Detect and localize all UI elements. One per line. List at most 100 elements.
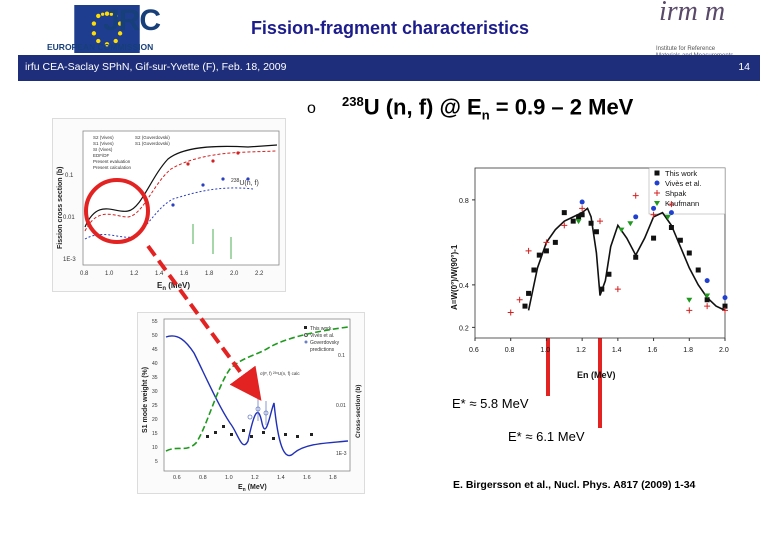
cross-section-plot: Fission cross section (b) 0.1 0.01 1E-3 …	[52, 118, 286, 292]
chart-point-vives	[579, 199, 585, 205]
chart-point-vives	[668, 210, 674, 216]
chart-xtick-label: 1.0	[540, 347, 550, 354]
cross-section-point	[236, 151, 240, 155]
s1-ytick-right-0: 0.1	[338, 353, 345, 359]
s1-data-point	[214, 431, 217, 434]
chart-point-this-work	[668, 225, 674, 230]
chart-legend-label-this-work: This work	[665, 169, 697, 178]
s1-xtick-4: 1.4	[277, 475, 285, 481]
cross-section-ytick-0: 0.1	[65, 173, 74, 179]
s1-data-point	[310, 433, 313, 436]
s1-ytick-7: 20	[152, 417, 158, 423]
chart-point-this-work	[526, 290, 532, 296]
irmm-logo: irm m	[659, 0, 726, 27]
s1-xtick-6: 1.8	[329, 475, 337, 481]
citation: E. Birgersson et al., Nucl. Phys. A817 (…	[453, 479, 696, 491]
s1-ytick-3: 40	[152, 361, 158, 367]
chart-point-this-work	[576, 214, 582, 220]
chart-ytick-label: 0.8	[459, 198, 469, 205]
s1-ytick-9: 10	[152, 445, 158, 451]
cross-section-xtick-3: 1.4	[155, 271, 164, 277]
chart-ytick-label: 0.4	[459, 283, 469, 290]
chart-ytick-label: 0.2	[459, 325, 469, 332]
chart-point-kaufmann	[575, 219, 582, 225]
chart-point-this-work	[561, 210, 567, 216]
chart-point-this-work	[543, 248, 549, 254]
cross-section-xtick-4: 1.6	[180, 271, 189, 277]
chart-point-this-work	[633, 254, 639, 260]
headline-mass: 238	[342, 94, 364, 109]
s1-open-point	[247, 414, 253, 420]
s1-legend: This work Vivès et al. Goverdovsky predi…	[304, 326, 340, 353]
page-title: Fission-fragment characteristics	[250, 18, 530, 38]
s1-ytick-4: 35	[152, 375, 158, 381]
chart-point-this-work	[686, 250, 692, 256]
chart-point-kaufmann	[627, 221, 634, 227]
chart-xtick-label: 0.8	[505, 347, 515, 354]
chart-point-kaufmann	[664, 214, 671, 220]
cross-section-point	[211, 159, 215, 163]
chart-point-this-work	[570, 218, 576, 224]
cross-section-xlabel: En (MeV)	[157, 281, 190, 292]
s1-ytick-0: 55	[152, 319, 158, 325]
chart-legend-marker-kaufmann	[654, 201, 660, 206]
chart-point-vives	[651, 205, 657, 211]
chart-xtick-label: 1.6	[648, 347, 658, 354]
s1-ytick-right-2: 1E-3	[336, 451, 347, 457]
chart-point-this-work	[579, 212, 585, 218]
chart-xtick-label: 1.4	[612, 347, 622, 354]
chart-point-this-work	[606, 271, 612, 277]
slide-number: 14	[738, 61, 750, 73]
s1-data-point	[222, 425, 225, 428]
s1-legend-square-marker	[304, 326, 307, 329]
s1-blue-curve	[165, 335, 349, 457]
s1-legend-predictions: predictions	[310, 347, 335, 353]
s1-data-point	[206, 435, 209, 438]
conference-label: irfu CEA-Saclay SPhN, Gif-sur-Yvette (F)…	[25, 61, 287, 73]
s1-data-point	[230, 433, 233, 436]
cross-section-point	[186, 162, 190, 166]
s1-data-point	[250, 435, 253, 438]
cross-section-xtick-0: 0.8	[80, 271, 89, 277]
headline-subscript: n	[481, 107, 490, 123]
chart-xtick-label: 0.6	[469, 347, 479, 354]
cross-section-point	[201, 183, 205, 187]
cross-section-black-curve	[84, 144, 278, 228]
chart-point-this-work	[651, 235, 657, 241]
legend-calculation: Present calculation	[93, 165, 132, 170]
chart-xlabel: En (MeV)	[577, 370, 616, 380]
chart-ylabel: A=W(0°)/W(90°)-1	[450, 244, 459, 310]
cross-section-ytick-2: 1E-3	[63, 257, 76, 263]
chart-legend-label-shpak: Shpak	[665, 189, 687, 198]
s1-ytick-8: 15	[152, 431, 158, 437]
legend-s2-goverdovski: S2 (Goverdovski)	[135, 135, 170, 140]
reaction-label: 238U(n, f)	[231, 178, 259, 187]
chart-point-this-work	[522, 303, 528, 309]
cross-section-xtick-6: 2.0	[230, 271, 239, 277]
s1-ytick-10: 5	[155, 459, 158, 465]
s1-mode-weight-plot: S1 mode weight (%) Cross-section (b) 55 …	[137, 312, 365, 494]
s1-xlabel: En (MeV)	[238, 484, 267, 493]
s1-xtick-2: 1.0	[225, 475, 233, 481]
chart-point-this-work	[593, 229, 599, 235]
s1-data-point	[242, 429, 245, 432]
estar-label-1: E* ≈ 5.8 MeV	[452, 396, 529, 411]
s1-legend-goverdovsky: Goverdovsky	[310, 340, 340, 346]
chart-point-this-work	[536, 252, 542, 258]
bullet-marker: o	[307, 100, 316, 117]
headline-main: U (n, f) @ E	[363, 94, 482, 120]
cross-section-ytick-1: 0.01	[63, 215, 75, 221]
european-commission-label: EUROPEAN COMMISSION	[47, 42, 154, 52]
s1-ytick-6: 25	[152, 403, 158, 409]
cross-section-legend: S2 (Vives) S1 (Vives) S2 (Goverdovski) S…	[93, 135, 170, 170]
s1-data-point	[296, 435, 299, 438]
chart-point-this-work	[588, 220, 594, 226]
s1-legend-circle-marker	[304, 333, 308, 337]
eu-flag-icon	[74, 5, 140, 53]
arrow-to-s1-plot	[146, 244, 262, 401]
chart-point-this-work	[677, 237, 683, 243]
s1-data-point	[272, 437, 275, 440]
legend-edf: EDF/DF	[93, 153, 110, 158]
chart-xtick-label: 2.0	[719, 347, 729, 354]
estar-label-2: E* ≈ 6.1 MeV	[508, 429, 585, 444]
